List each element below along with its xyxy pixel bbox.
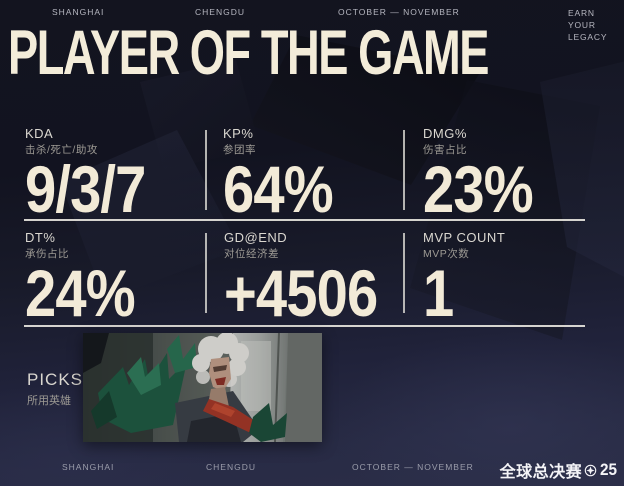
picks-sublabel: 所用英雄 — [27, 395, 71, 407]
stat-mvp-label: MVP COUNT — [423, 230, 506, 245]
stat-dt-value: 24% — [25, 256, 136, 330]
stat-kda-value: 9/3/7 — [25, 152, 146, 226]
column-divider — [403, 233, 405, 313]
worlds-logo-year: 25 — [600, 460, 618, 479]
stat-dmg-label: DMG% — [423, 126, 467, 141]
header-city-shanghai: SHANGHAI — [52, 7, 105, 17]
tagline-line-2: LEGACY — [568, 32, 608, 42]
row-divider — [24, 325, 585, 327]
champion-splash-viego — [83, 333, 322, 442]
row-divider — [24, 219, 585, 221]
worlds-emblem-icon — [584, 464, 597, 476]
stat-dmg: DMG% 伤害占比 23% — [423, 126, 552, 226]
footer-city-chengdu: CHENGDU — [206, 462, 256, 472]
stat-kda-sublabel: 击杀/死亡/助攻 — [25, 144, 98, 156]
stat-gdend-sublabel: 对位经济差 — [224, 248, 279, 260]
stat-gdend-value: +4506 — [224, 256, 378, 330]
stat-mvp-value: 1 — [423, 256, 454, 330]
page-title: PLAYER OF THE GAME — [8, 17, 489, 89]
stat-gdend: GD@END 对位经济差 +4506 — [224, 230, 404, 330]
column-divider — [205, 233, 207, 313]
stat-dmg-sublabel: 伤害占比 — [423, 144, 467, 156]
stat-dt: DT% 承伤占比 24% — [25, 230, 154, 330]
stat-kp: KP% 参团率 64% — [223, 126, 352, 226]
stat-kp-label: KP% — [223, 126, 254, 141]
header-tagline: EARN YOUR LEGACY — [568, 7, 624, 43]
stat-dt-label: DT% — [25, 230, 56, 245]
stat-gdend-label: GD@END — [224, 230, 288, 245]
worlds-logo: 全球总决赛 25 — [500, 458, 618, 482]
stat-kda: KDA 击杀/死亡/助攻 9/3/7 — [25, 126, 167, 226]
stat-kda-label: KDA — [25, 126, 54, 141]
stat-mvp: MVP COUNT MVP次数 1 — [423, 230, 506, 330]
worlds-logo-text: 全球总决赛 — [499, 462, 583, 481]
header-city-chengdu: CHENGDU — [195, 7, 245, 17]
stat-kp-sublabel: 参团率 — [223, 144, 256, 156]
champion-splash-image — [83, 333, 322, 442]
stat-dt-sublabel: 承伤占比 — [25, 248, 69, 260]
background-shard — [540, 60, 624, 280]
footer-dates: OCTOBER — NOVEMBER — [352, 462, 474, 472]
header-dates: OCTOBER — NOVEMBER — [338, 7, 460, 17]
picks-section-label: PICKS 所用英雄 — [27, 370, 83, 408]
column-divider — [205, 130, 207, 210]
column-divider — [403, 130, 405, 210]
picks-label: PICKS — [27, 370, 84, 389]
stat-kp-value: 64% — [223, 152, 334, 226]
stat-mvp-sublabel: MVP次数 — [423, 248, 470, 260]
footer-city-shanghai: SHANGHAI — [62, 462, 115, 472]
stat-dmg-value: 23% — [423, 152, 534, 226]
tagline-line-1: EARN YOUR — [568, 8, 596, 30]
